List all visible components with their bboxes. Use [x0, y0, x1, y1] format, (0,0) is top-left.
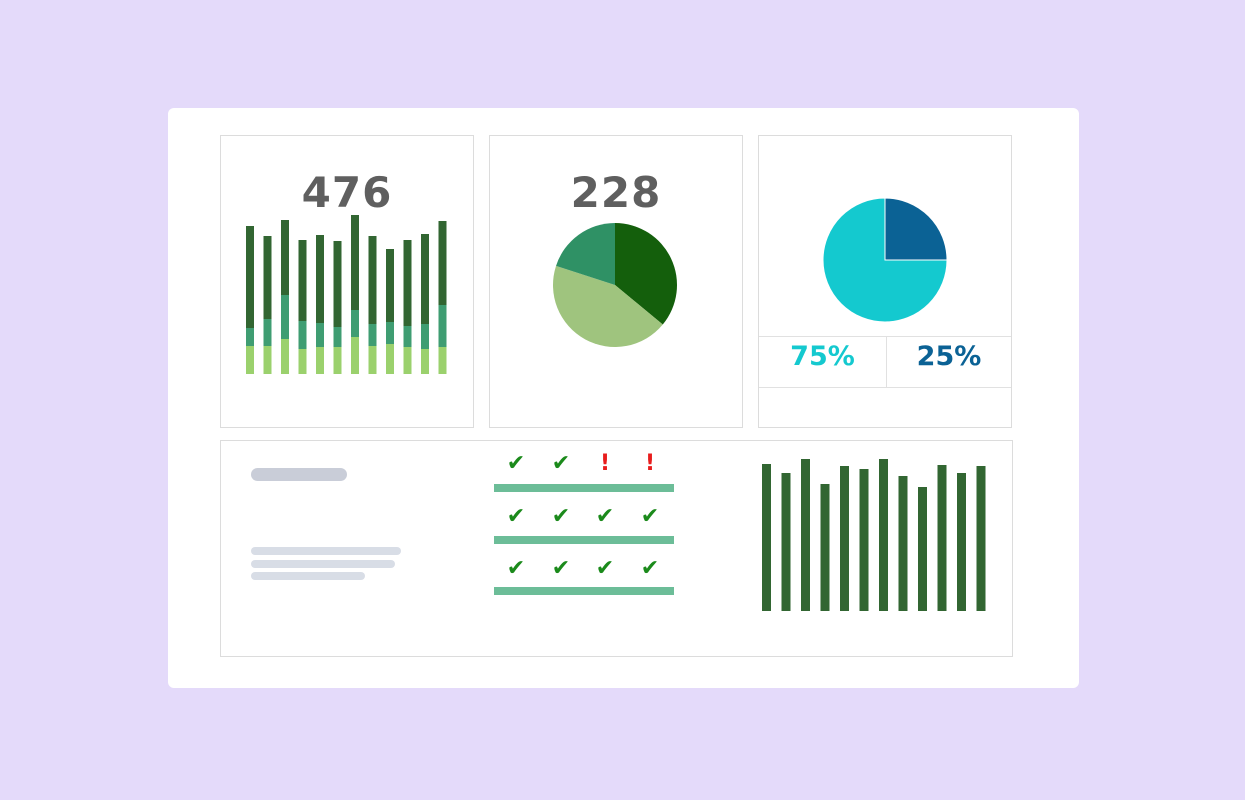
check-icon: ✔ [595, 556, 615, 581]
bar-segment [421, 324, 429, 349]
pie-slice [615, 223, 677, 325]
bar-segment [386, 344, 394, 374]
bar [976, 466, 986, 611]
bar-segment [403, 240, 412, 326]
bar-segment [333, 241, 342, 327]
pie-slice [553, 265, 663, 347]
bar-segment [281, 295, 289, 339]
check-icon: ✔ [506, 451, 526, 476]
bar [859, 469, 869, 611]
bar-segment [386, 322, 394, 344]
skeleton-text-line-2 [251, 560, 395, 568]
percent-left: 75% [759, 337, 887, 387]
panel-total-count: 476 [220, 135, 474, 428]
bar-segment [351, 215, 359, 310]
bar [957, 473, 966, 611]
check-icon: ✔ [551, 504, 571, 529]
skeleton-title-bar [251, 468, 347, 481]
bar-segment [386, 249, 394, 322]
bar [937, 465, 947, 611]
bar-segment [368, 236, 377, 324]
panel-percent-split: 75% 25% [758, 135, 1012, 428]
bar-segment [281, 220, 289, 295]
check-icon: ✔ [595, 504, 615, 529]
bar-segment [316, 323, 324, 347]
bar-segment [298, 321, 307, 349]
bar-segment [438, 305, 447, 347]
bar [820, 484, 830, 611]
bar [762, 464, 771, 611]
bar-segment [421, 349, 429, 374]
bar-segment [246, 226, 254, 328]
panel-pie-count: 228 [489, 135, 743, 428]
bar-segment [316, 347, 324, 374]
bar-segment [368, 346, 377, 374]
check-icon: ✔ [506, 504, 526, 529]
bar-segment [316, 235, 324, 323]
check-icon: ✔ [551, 556, 571, 581]
stacked-bar-chart [246, 215, 447, 374]
bar-segment [281, 339, 289, 374]
status-row-bar [494, 536, 674, 544]
bar-segment [438, 347, 447, 374]
bar [840, 466, 849, 611]
pie-slice [556, 223, 615, 285]
percent-row: 75% 25% [759, 336, 1011, 388]
bar [879, 459, 888, 611]
bar-segment [351, 337, 359, 374]
bar-segment [263, 236, 272, 319]
bar [801, 459, 810, 611]
check-icon: ✔ [506, 556, 526, 581]
bar-segment [438, 221, 447, 305]
bar [918, 487, 927, 611]
check-icon: ✔ [551, 451, 571, 476]
check-icon: ✔ [640, 556, 660, 581]
panel-bottom-overview: ✔ ✔!! ✔ ✔ ✔ ✔ ✔ ✔ ✔ ✔ [220, 440, 1013, 657]
bar-segment [263, 319, 272, 346]
alert-icon: ! [644, 451, 656, 476]
status-row-bar [494, 484, 674, 492]
status-row-bar [494, 587, 674, 595]
bar-segment [403, 326, 412, 347]
pie-chart-split [822, 197, 948, 323]
bar-segment [333, 347, 342, 374]
bar-segment [298, 240, 307, 321]
metric-value-228: 228 [570, 168, 662, 217]
bar [898, 476, 908, 611]
pie-slice [884, 197, 948, 261]
skeleton-text-line-3 [251, 572, 365, 580]
alert-icon: ! [599, 451, 611, 476]
percent-right: 25% [916, 341, 982, 372]
bar-chart-bottom [762, 459, 986, 611]
skeleton-text-line-1 [251, 547, 401, 555]
check-icon: ✔ [640, 504, 660, 529]
metric-value-476: 476 [301, 168, 393, 217]
bar-segment [298, 349, 307, 374]
bar-segment [368, 324, 377, 346]
bar-segment [421, 234, 429, 324]
bar-segment [246, 328, 254, 346]
bar-segment [403, 347, 412, 374]
bar-segment [351, 310, 359, 337]
dashboard-card: 476 228 75% 25% ✔ ✔!! ✔ ✔ ✔ ✔ ✔ ✔ ✔ ✔ [168, 108, 1079, 688]
pie-chart-three-slices [553, 223, 677, 347]
bar [781, 473, 791, 611]
bar-segment [263, 346, 272, 374]
bar-segment [333, 327, 342, 347]
bar-segment [246, 346, 254, 374]
